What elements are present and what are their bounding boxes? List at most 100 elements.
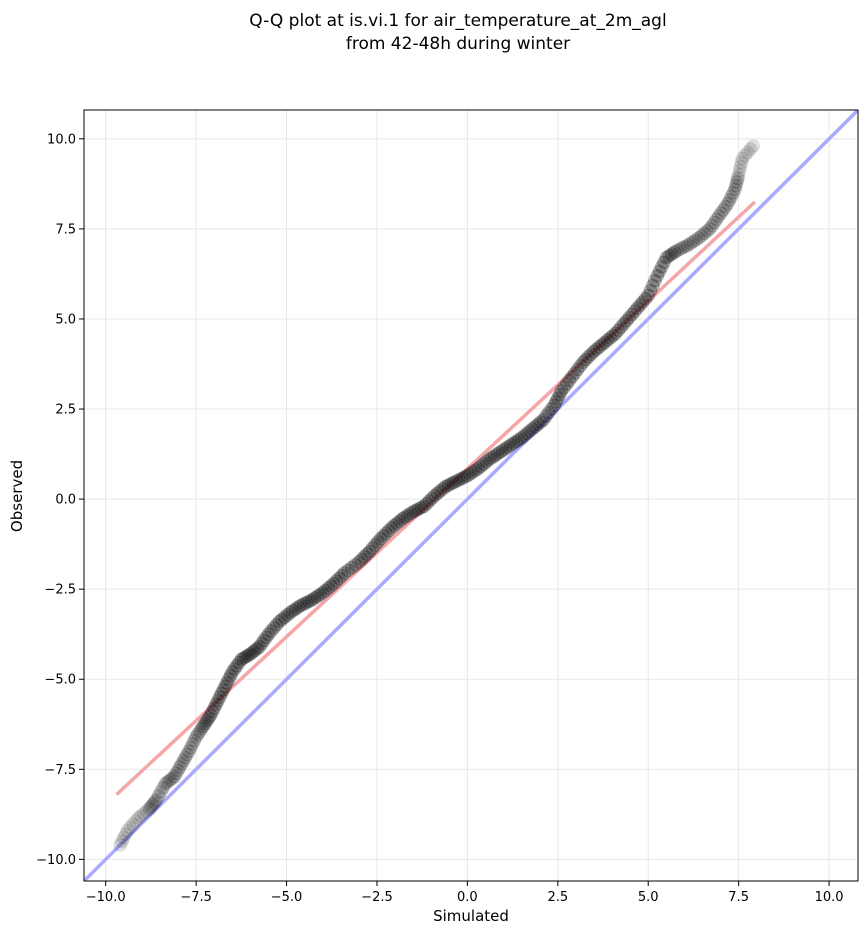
quantile-point [299, 595, 314, 610]
y-axis-label: Observed [8, 460, 26, 532]
quantile-point [547, 398, 562, 413]
quantile-point [142, 802, 157, 816]
quantile-point [136, 806, 151, 821]
quantile-point [438, 479, 453, 494]
quantile-point [381, 523, 396, 538]
quantile-point [635, 294, 650, 309]
quantile-point [379, 526, 393, 541]
quantile-point [493, 445, 507, 460]
x-tick-label: 10.0 [815, 890, 844, 905]
quantile-point [120, 823, 135, 838]
x-tick-label: 5.0 [638, 890, 659, 905]
quantile-point [232, 655, 246, 670]
quantile-point [422, 494, 437, 508]
quantile-point [457, 470, 472, 484]
y-tick-label: 7.5 [55, 222, 76, 237]
quantile-point [261, 627, 276, 642]
quantile-point [743, 142, 758, 157]
quantile-point [365, 541, 380, 556]
quantile-point [498, 441, 513, 456]
y-tick-label: 2.5 [55, 403, 76, 418]
quantile-point [672, 242, 687, 257]
quantile-point [525, 421, 540, 436]
quantile-point [344, 560, 359, 575]
quantile-point [313, 587, 327, 602]
quantile-point [474, 459, 488, 474]
quantile-point [729, 175, 744, 189]
quantile-point [573, 358, 588, 373]
quantile-point [452, 472, 467, 487]
quantile-point [252, 639, 267, 654]
quantile-point [691, 230, 706, 245]
quantile-point [221, 672, 236, 687]
x-tick-label: −7.5 [180, 890, 212, 905]
quantile-point [576, 355, 591, 370]
quantile-point [662, 249, 676, 263]
quantile-point [291, 600, 306, 615]
quantile-point [506, 436, 521, 451]
quantile-point [592, 339, 607, 354]
quantile-point [176, 753, 191, 768]
lines [84, 110, 858, 881]
quantile-point [406, 504, 421, 519]
quantile-point [449, 474, 464, 488]
quantile-point [189, 729, 204, 744]
quantile-point [689, 232, 704, 247]
y-tick-label: 0.0 [55, 493, 76, 508]
quantile-point [484, 450, 499, 465]
quantile-point [683, 236, 698, 251]
quantile-point [633, 298, 647, 312]
y-tick-label: −2.5 [44, 583, 76, 598]
quantile-point [648, 273, 662, 288]
quantile-point [277, 610, 292, 624]
quantile-point [476, 457, 491, 471]
quantile-point [531, 417, 545, 432]
quantile-point [557, 380, 572, 395]
quantile-point [722, 193, 737, 207]
quantile-point [181, 744, 196, 759]
quantile-point [341, 563, 355, 578]
quantile-point [387, 518, 402, 533]
quantile-point [471, 461, 486, 476]
quantile-point [259, 630, 274, 645]
quantile-point [728, 182, 742, 197]
quantile-point [536, 412, 551, 427]
quantile-point [153, 784, 168, 799]
quantile-point [116, 830, 131, 845]
quantile-point [264, 624, 279, 638]
quantile-point [187, 733, 202, 748]
x-tick-label: −2.5 [361, 890, 393, 905]
quantile-point [180, 747, 194, 762]
quantile-point [746, 139, 761, 153]
quantile-point [652, 264, 667, 279]
plot-frame [83, 109, 859, 882]
quantile-point [711, 209, 726, 224]
quantile-point [172, 760, 187, 774]
quantile-point [705, 218, 719, 233]
quantile-point [740, 145, 755, 160]
quantile-point [373, 531, 388, 546]
quantile-point [219, 675, 234, 690]
quantile-point [503, 438, 518, 452]
quantile-point [171, 763, 185, 778]
quantile-point [487, 448, 502, 463]
quantile-point [229, 658, 244, 673]
quantile-point [735, 151, 750, 166]
quantile-point [707, 215, 722, 230]
quantile-point [151, 788, 166, 803]
quantile-point [606, 328, 620, 343]
quantile-point [115, 834, 129, 849]
quantile-point [337, 566, 352, 580]
quantile-point [321, 581, 336, 596]
quantile-point [280, 607, 295, 622]
quantile-point [227, 661, 242, 676]
quantile-point [198, 716, 213, 731]
quantile-point [714, 206, 728, 221]
quantile-point [460, 468, 475, 483]
quantile-point [731, 167, 746, 182]
y-tick-label: −5.0 [44, 673, 76, 688]
quantile-point [247, 643, 262, 658]
quantile-point [368, 538, 383, 552]
quantile-point [654, 259, 669, 274]
quantile-point [670, 243, 685, 258]
